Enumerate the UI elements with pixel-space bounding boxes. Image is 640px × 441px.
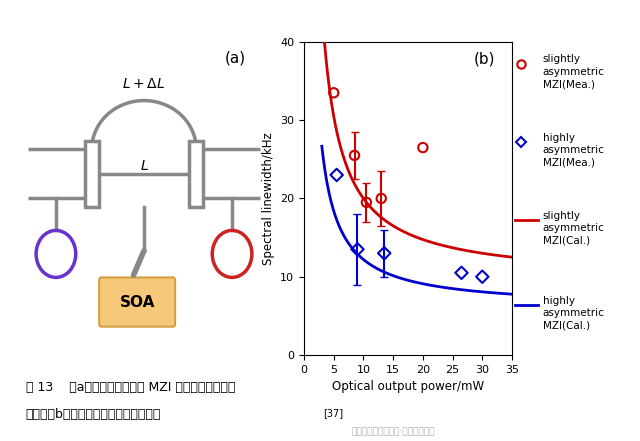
Text: (b): (b) — [474, 51, 496, 66]
Point — [376, 195, 387, 202]
Point — [328, 89, 339, 96]
Bar — [189, 141, 203, 206]
Text: SOA: SOA — [120, 295, 155, 310]
Point — [477, 273, 488, 280]
FancyBboxPatch shape — [99, 277, 175, 327]
Text: slightly
asymmetric
MZI(Mea.): slightly asymmetric MZI(Mea.) — [543, 54, 605, 89]
Text: $L+\Delta L$: $L+\Delta L$ — [122, 77, 166, 91]
Point — [353, 246, 363, 253]
Text: [37]: [37] — [323, 408, 343, 418]
Point — [456, 269, 467, 277]
Point — [361, 199, 371, 206]
Text: highly
asymmetric
MZI(Cal.): highly asymmetric MZI(Cal.) — [543, 295, 605, 330]
Text: (a): (a) — [224, 51, 245, 66]
Text: 图 13    （a）具有高度非对称 MZI 的窄线宽可调谐激: 图 13 （a）具有高度非对称 MZI 的窄线宽可调谐激 — [26, 381, 235, 394]
Point — [418, 144, 428, 151]
Text: $L$: $L$ — [140, 159, 148, 173]
Bar — [85, 141, 99, 206]
Text: slightly
asymmetric
MZI(Cal.): slightly asymmetric MZI(Cal.) — [543, 211, 605, 246]
Point — [349, 152, 360, 159]
Point — [332, 172, 342, 179]
Y-axis label: Spectral linewidth/kHz: Spectral linewidth/kHz — [262, 132, 275, 265]
Text: highly
asymmetric
MZI(Mea.): highly asymmetric MZI(Mea.) — [543, 133, 605, 168]
Point — [379, 250, 389, 257]
X-axis label: Optical output power/mW: Optical output power/mW — [332, 380, 484, 393]
Text: 激光与光电子学进展·产业创新联盟: 激光与光电子学进展·产业创新联盟 — [352, 428, 435, 437]
Text: 光器；（b）光谱线宽的计算值和测测值: 光器；（b）光谱线宽的计算值和测测值 — [26, 408, 161, 421]
